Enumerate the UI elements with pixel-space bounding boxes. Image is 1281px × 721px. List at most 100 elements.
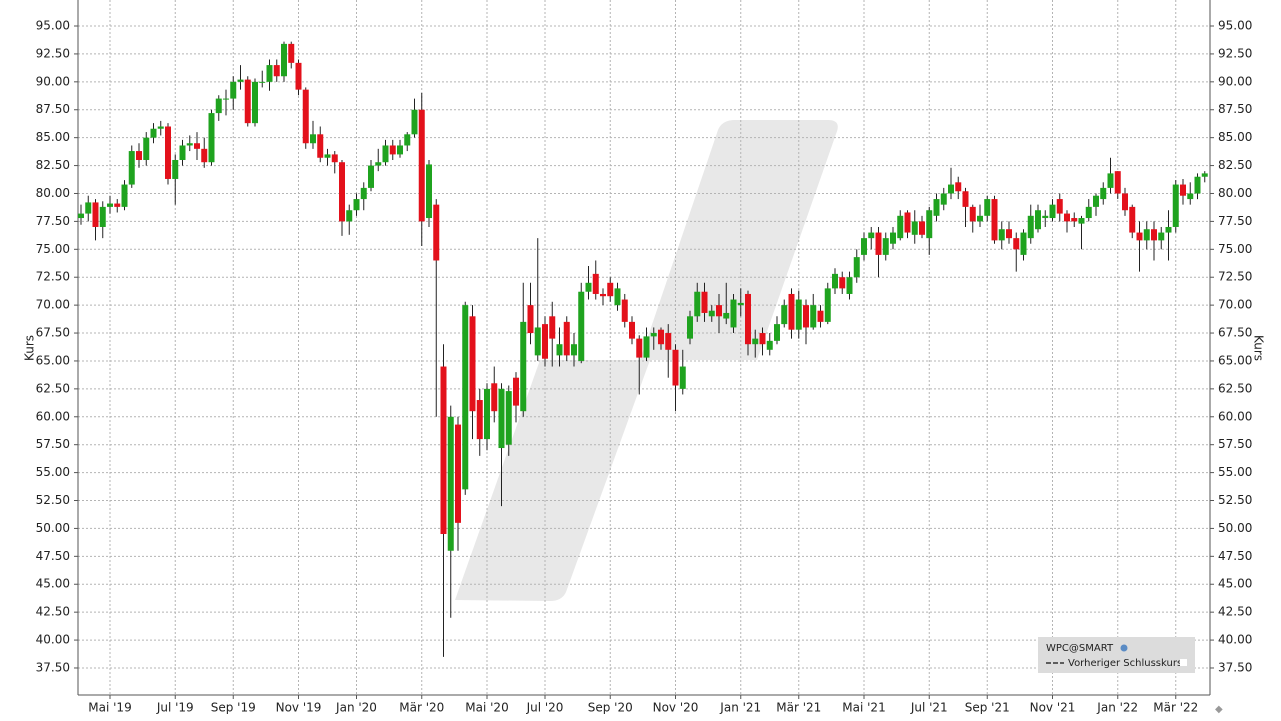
candle-body [853, 257, 860, 278]
candle-body [962, 191, 969, 207]
y-tick-label: 87.50 [36, 102, 70, 116]
candle-body [498, 388, 505, 449]
legend-label: Vorheriger Schlusskurs [1068, 658, 1182, 669]
candle-body [810, 305, 817, 328]
legend: WPC@SMART Vorheriger Schlusskurs [1038, 637, 1195, 673]
candle-body [1172, 184, 1179, 227]
y-tick-label-right: 82.50 [1218, 158, 1252, 172]
candle-body [1100, 187, 1107, 200]
candle-body [955, 182, 962, 192]
y-tick-label-right: 42.50 [1218, 605, 1252, 619]
candle-body [346, 210, 353, 222]
candle-body [447, 416, 454, 551]
y-tick-label: 95.00 [36, 19, 70, 33]
y-tick-label-right: 37.50 [1218, 660, 1252, 674]
y-tick-label: 70.00 [36, 298, 70, 312]
x-tick-label: Mai '21 [842, 701, 885, 715]
x-tick-label: Sep '21 [965, 701, 1010, 715]
candle-body [919, 221, 925, 235]
y-tick-label: 55.00 [36, 465, 70, 479]
candle-body [977, 215, 983, 222]
y-tick-label: 67.50 [36, 326, 70, 340]
y-tick-label-right: 85.00 [1218, 130, 1252, 144]
candle-body [288, 43, 295, 63]
candle-body [701, 291, 708, 313]
candle-body [375, 162, 382, 166]
candle-body [382, 145, 389, 163]
candle-body [614, 288, 621, 306]
candle-body [1085, 206, 1092, 219]
candle-body [694, 291, 701, 317]
candle-body [795, 299, 802, 330]
candle-body [1035, 210, 1041, 230]
x-tick-label: Sep '19 [211, 701, 256, 715]
y-tick-label-right: 95.00 [1218, 19, 1252, 33]
candle-body [803, 305, 809, 328]
plot-area [78, 0, 1210, 695]
candle-body [781, 305, 788, 325]
y-tick-label: 82.50 [36, 158, 70, 172]
y-tick-label-right: 67.50 [1218, 326, 1252, 340]
x-tick-label: Nov '21 [1030, 701, 1076, 715]
candle-body [1122, 193, 1128, 211]
candle-body [1114, 171, 1121, 194]
candle-body [302, 89, 309, 144]
candle-body [469, 316, 476, 412]
candle-body [759, 333, 766, 345]
y-tick-label: 92.50 [36, 46, 70, 60]
y-tick-label: 90.00 [36, 74, 70, 88]
candle-body [186, 143, 193, 146]
candle-body [1078, 218, 1085, 224]
candle-body [940, 193, 947, 205]
x-tick-label: Jul '20 [526, 701, 564, 715]
candle-body [578, 291, 585, 361]
candle-body [629, 321, 635, 339]
candle-body [911, 221, 918, 235]
candle-body [1027, 215, 1034, 239]
y-tick-label: 40.00 [36, 633, 70, 647]
candle-body [839, 277, 846, 289]
y-tick-label: 45.00 [36, 577, 70, 591]
candle-body [244, 79, 251, 124]
candle-body [1006, 229, 1012, 239]
candle-body [1151, 229, 1157, 241]
candle-body [650, 333, 657, 337]
candle-body [846, 277, 853, 294]
y-tick-label-right: 80.00 [1218, 186, 1252, 200]
x-tick-label: Mai '19 [88, 701, 131, 715]
candle-body [788, 293, 795, 330]
candle-body [353, 199, 360, 211]
x-tick-label: Jul '19 [156, 701, 194, 715]
candle-body [1158, 232, 1165, 241]
candle-body [121, 184, 128, 207]
candle-body [774, 324, 780, 341]
x-tick-label: Sep '20 [588, 701, 633, 715]
y-tick-label-right: 90.00 [1218, 74, 1252, 88]
candle-body [817, 310, 824, 322]
legend-checkbox[interactable] [1180, 659, 1187, 666]
candle-body [208, 113, 215, 163]
legend-box [1038, 637, 1195, 673]
candle-body [534, 327, 541, 356]
y-tick-label-right: 75.00 [1218, 242, 1252, 256]
y-tick-label: 47.50 [36, 549, 70, 563]
candle-body [223, 98, 229, 100]
candle-body [730, 299, 737, 328]
x-tick-label: Mär '22 [1153, 701, 1198, 715]
y-tick-label-right: 47.50 [1218, 549, 1252, 563]
y-tick-label: 37.50 [36, 660, 70, 674]
candle-body [411, 109, 418, 135]
candle-body [672, 349, 679, 386]
candle-body [969, 206, 976, 222]
x-tick-label: Nov '20 [653, 701, 699, 715]
candle-body [1143, 229, 1150, 241]
candle-body [1042, 215, 1049, 219]
candle-body [92, 202, 99, 227]
x-tick-label: Jul '21 [910, 701, 948, 715]
y-tick-label-right: 77.50 [1218, 214, 1252, 228]
candle-body [513, 377, 519, 406]
candle-body [1194, 176, 1201, 194]
candle-body [897, 215, 904, 239]
candle-body [679, 366, 686, 389]
